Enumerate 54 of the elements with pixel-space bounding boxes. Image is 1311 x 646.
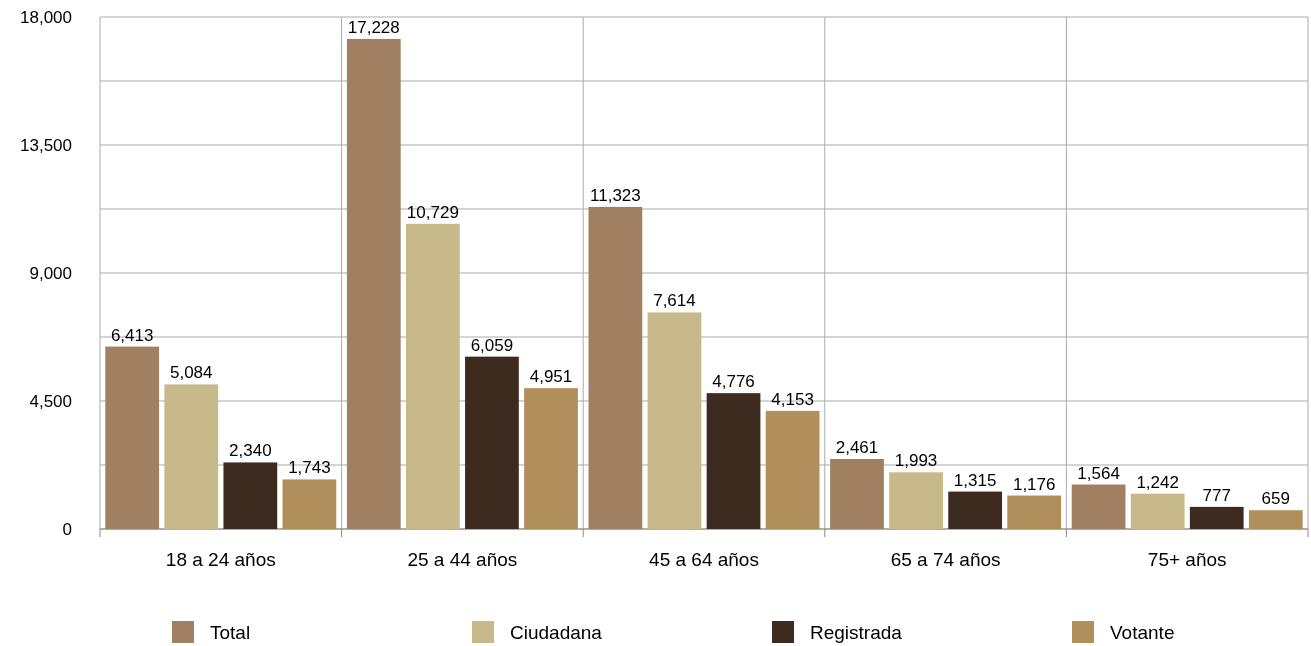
data-label: 6,413 bbox=[110, 325, 154, 345]
data-label: 4,153 bbox=[771, 389, 814, 409]
bar bbox=[282, 479, 337, 529]
x-tick-label: 65 a 74 años bbox=[890, 549, 1001, 570]
bar bbox=[889, 472, 943, 529]
x-tick-label: 45 a 64 años bbox=[649, 549, 759, 570]
legend-label: Votante bbox=[1110, 621, 1175, 643]
bar bbox=[405, 223, 460, 529]
bar bbox=[588, 206, 643, 529]
bar bbox=[1189, 506, 1244, 529]
data-label: 7,614 bbox=[653, 291, 696, 311]
y-tick-label: 13,500 bbox=[20, 135, 72, 155]
bar bbox=[706, 393, 761, 529]
bar bbox=[524, 388, 578, 529]
x-tick-label: 18 a 24 años bbox=[165, 549, 276, 570]
bar bbox=[346, 38, 401, 529]
data-label: 1,993 bbox=[894, 451, 938, 471]
bar bbox=[830, 459, 884, 529]
data-label: 4,951 bbox=[529, 367, 573, 387]
data-label: 1,564 bbox=[1077, 463, 1120, 483]
y-tick-label: 18,000 bbox=[20, 7, 72, 27]
y-tick-label: 0 bbox=[62, 519, 72, 539]
y-tick-label: 9,000 bbox=[29, 263, 72, 283]
data-label: 11,323 bbox=[590, 185, 641, 205]
bar bbox=[223, 462, 278, 529]
legend-label: Total bbox=[210, 621, 251, 643]
legend-label: Ciudadana bbox=[510, 621, 603, 643]
data-label: 1,315 bbox=[953, 470, 997, 490]
bar bbox=[1071, 484, 1126, 529]
y-tick-label: 4,500 bbox=[29, 391, 72, 411]
data-label: 1,743 bbox=[288, 458, 331, 478]
bar bbox=[948, 491, 1003, 529]
data-label: 1,242 bbox=[1136, 472, 1179, 492]
bar bbox=[164, 384, 219, 529]
bar bbox=[105, 346, 160, 529]
data-label: 10,729 bbox=[406, 202, 459, 222]
data-label: 17,228 bbox=[347, 17, 400, 37]
bar bbox=[1130, 493, 1185, 529]
data-label: 659 bbox=[1261, 489, 1290, 509]
data-label: 5,084 bbox=[169, 363, 213, 383]
data-label: 6,059 bbox=[470, 335, 514, 355]
x-tick-label: 75+ años bbox=[1147, 549, 1227, 570]
data-label: 1,176 bbox=[1012, 474, 1056, 494]
bar bbox=[765, 410, 820, 529]
data-label: 777 bbox=[1202, 485, 1231, 505]
data-label: 2,340 bbox=[229, 441, 272, 461]
bar bbox=[1248, 510, 1303, 529]
legend-label: Registrada bbox=[810, 621, 903, 643]
bar bbox=[647, 312, 702, 529]
data-label: 2,461 bbox=[835, 438, 879, 457]
data-label: 4,776 bbox=[712, 372, 755, 392]
bar bbox=[1007, 495, 1062, 529]
bar bbox=[465, 356, 519, 529]
x-tick-label: 25 a 44 años bbox=[407, 549, 518, 570]
